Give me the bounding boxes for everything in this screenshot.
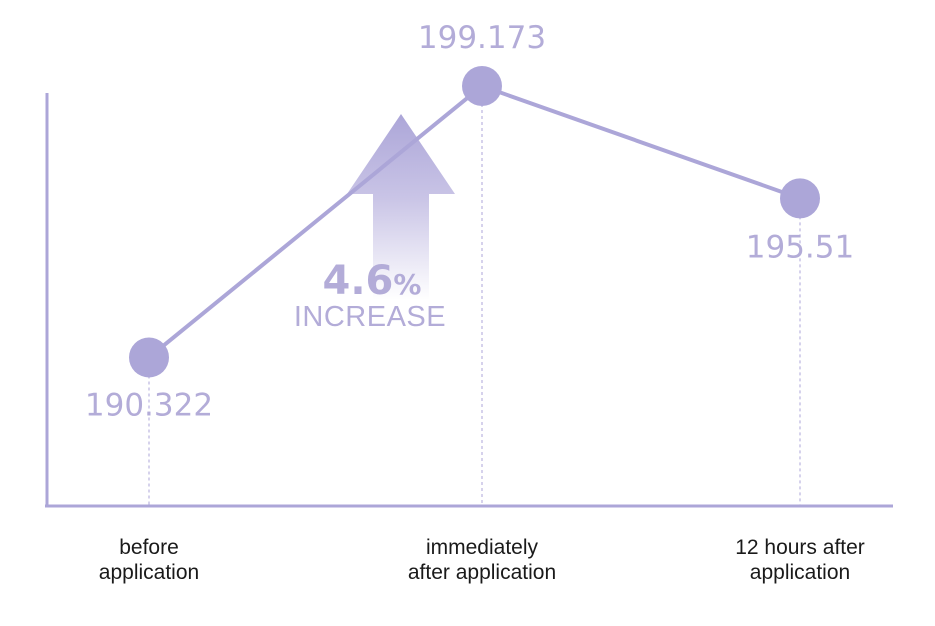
category-label-1: before application (99, 536, 199, 584)
data-point-2 (462, 66, 502, 107)
increase-percent: 4.6% (323, 258, 422, 304)
increase-percent-sign: % (393, 268, 421, 301)
increase-label: INCREASE (294, 301, 446, 333)
data-point-3 (780, 178, 820, 219)
value-label-1: 190.322 (85, 387, 213, 423)
value-label-2: 199.173 (418, 20, 546, 56)
value-label-3: 195.51 (746, 229, 854, 265)
category-label-2: immediately after application (408, 536, 556, 584)
increase-percent-number: 4.6 (323, 258, 394, 304)
series-line (147, 84, 801, 360)
up-arrow-icon (347, 114, 455, 300)
category-label-3: 12 hours after application (735, 536, 865, 584)
data-point-1 (129, 337, 169, 378)
